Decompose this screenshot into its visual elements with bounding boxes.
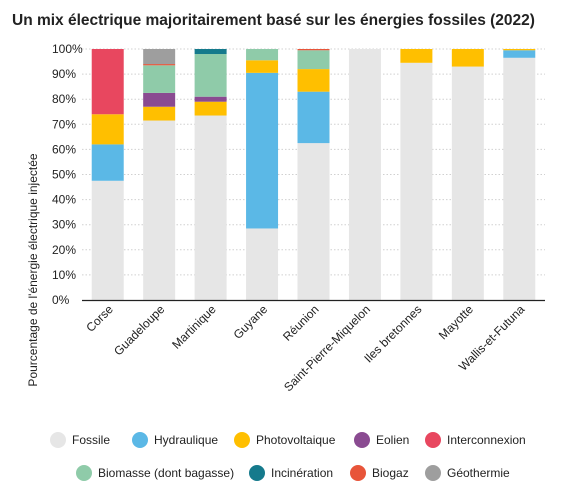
- legend-swatch: [425, 465, 441, 481]
- bar-segment: [246, 228, 279, 300]
- bar-segment: [246, 49, 279, 61]
- legend-label: Photovoltaique: [256, 433, 336, 447]
- legend-swatch: [50, 432, 66, 448]
- y-tick-label: 30%: [52, 218, 76, 232]
- y-tick-label: 70%: [52, 117, 76, 131]
- bar-segment: [91, 180, 124, 300]
- legend-label: Biomasse (dont bagasse): [98, 466, 234, 480]
- chart-title: Un mix électrique majoritairement basé s…: [12, 12, 535, 29]
- bar-segment: [91, 144, 124, 181]
- y-tick-label: 80%: [52, 92, 76, 106]
- bar-segment: [194, 101, 227, 116]
- bar-segment: [297, 49, 330, 51]
- bar-segment: [451, 49, 484, 67]
- bar-segment: [143, 92, 176, 107]
- x-tick-label: Réunion: [280, 302, 322, 344]
- x-tick-label: Mayotte: [436, 302, 476, 342]
- x-tick-label: Martinique: [169, 302, 219, 352]
- bar-segment: [91, 49, 124, 115]
- x-tick-label: Guyane: [231, 302, 271, 342]
- y-tick-label: 40%: [52, 193, 76, 207]
- y-tick-label: 0%: [52, 293, 70, 307]
- legend-label: Interconnexion: [447, 433, 526, 447]
- x-tick-label: Corse: [83, 302, 116, 335]
- legend-swatch: [76, 465, 92, 481]
- bar-segment: [194, 96, 227, 102]
- y-tick-label: 10%: [52, 268, 76, 282]
- bar-segment: [297, 91, 330, 144]
- bar-segment: [143, 120, 176, 300]
- bar-segment: [503, 50, 536, 58]
- legend-label: Biogaz: [372, 466, 409, 480]
- bar-segment: [143, 64, 176, 66]
- legend-swatch: [234, 432, 250, 448]
- bar-segment: [348, 49, 381, 300]
- bar-segment: [297, 143, 330, 300]
- y-tick-label: 100%: [52, 42, 83, 56]
- x-tick-label: Guadeloupe: [111, 302, 167, 358]
- legend-swatch: [132, 432, 148, 448]
- legend-swatch: [425, 432, 441, 448]
- y-axis-title: Pourcentage de l'énergie électrique inje…: [26, 153, 40, 386]
- legend-swatch: [350, 465, 366, 481]
- bar-segment: [503, 49, 536, 51]
- bar-segment: [297, 50, 330, 70]
- legend-swatch: [249, 465, 265, 481]
- legend-label: Incinération: [271, 466, 333, 480]
- bar-segment: [91, 114, 124, 145]
- legend-swatch: [354, 432, 370, 448]
- legend-label: Eolien: [376, 433, 409, 447]
- bar-segment: [143, 106, 176, 121]
- y-tick-label: 50%: [52, 168, 76, 182]
- bar-segment: [451, 66, 484, 300]
- legend-label: Fossile: [72, 433, 110, 447]
- bar-segment: [503, 57, 536, 300]
- bar-segment: [246, 72, 279, 229]
- y-tick-label: 60%: [52, 142, 76, 156]
- bar-segment: [143, 65, 176, 93]
- bar-segment: [194, 49, 227, 55]
- bar-segment: [400, 62, 433, 301]
- bar-segment: [143, 49, 176, 65]
- bar-segment: [297, 69, 330, 92]
- legend-label: Géothermie: [447, 466, 510, 480]
- bar-segment: [194, 115, 227, 300]
- bar-segment: [194, 54, 227, 97]
- y-tick-label: 20%: [52, 243, 76, 257]
- bar-segment: [400, 49, 433, 63]
- x-tick-label: Saint-Pierre-Miquelon: [281, 302, 373, 394]
- bar-segment: [246, 60, 279, 73]
- y-tick-label: 90%: [52, 67, 76, 81]
- legend-label: Hydraulique: [154, 433, 218, 447]
